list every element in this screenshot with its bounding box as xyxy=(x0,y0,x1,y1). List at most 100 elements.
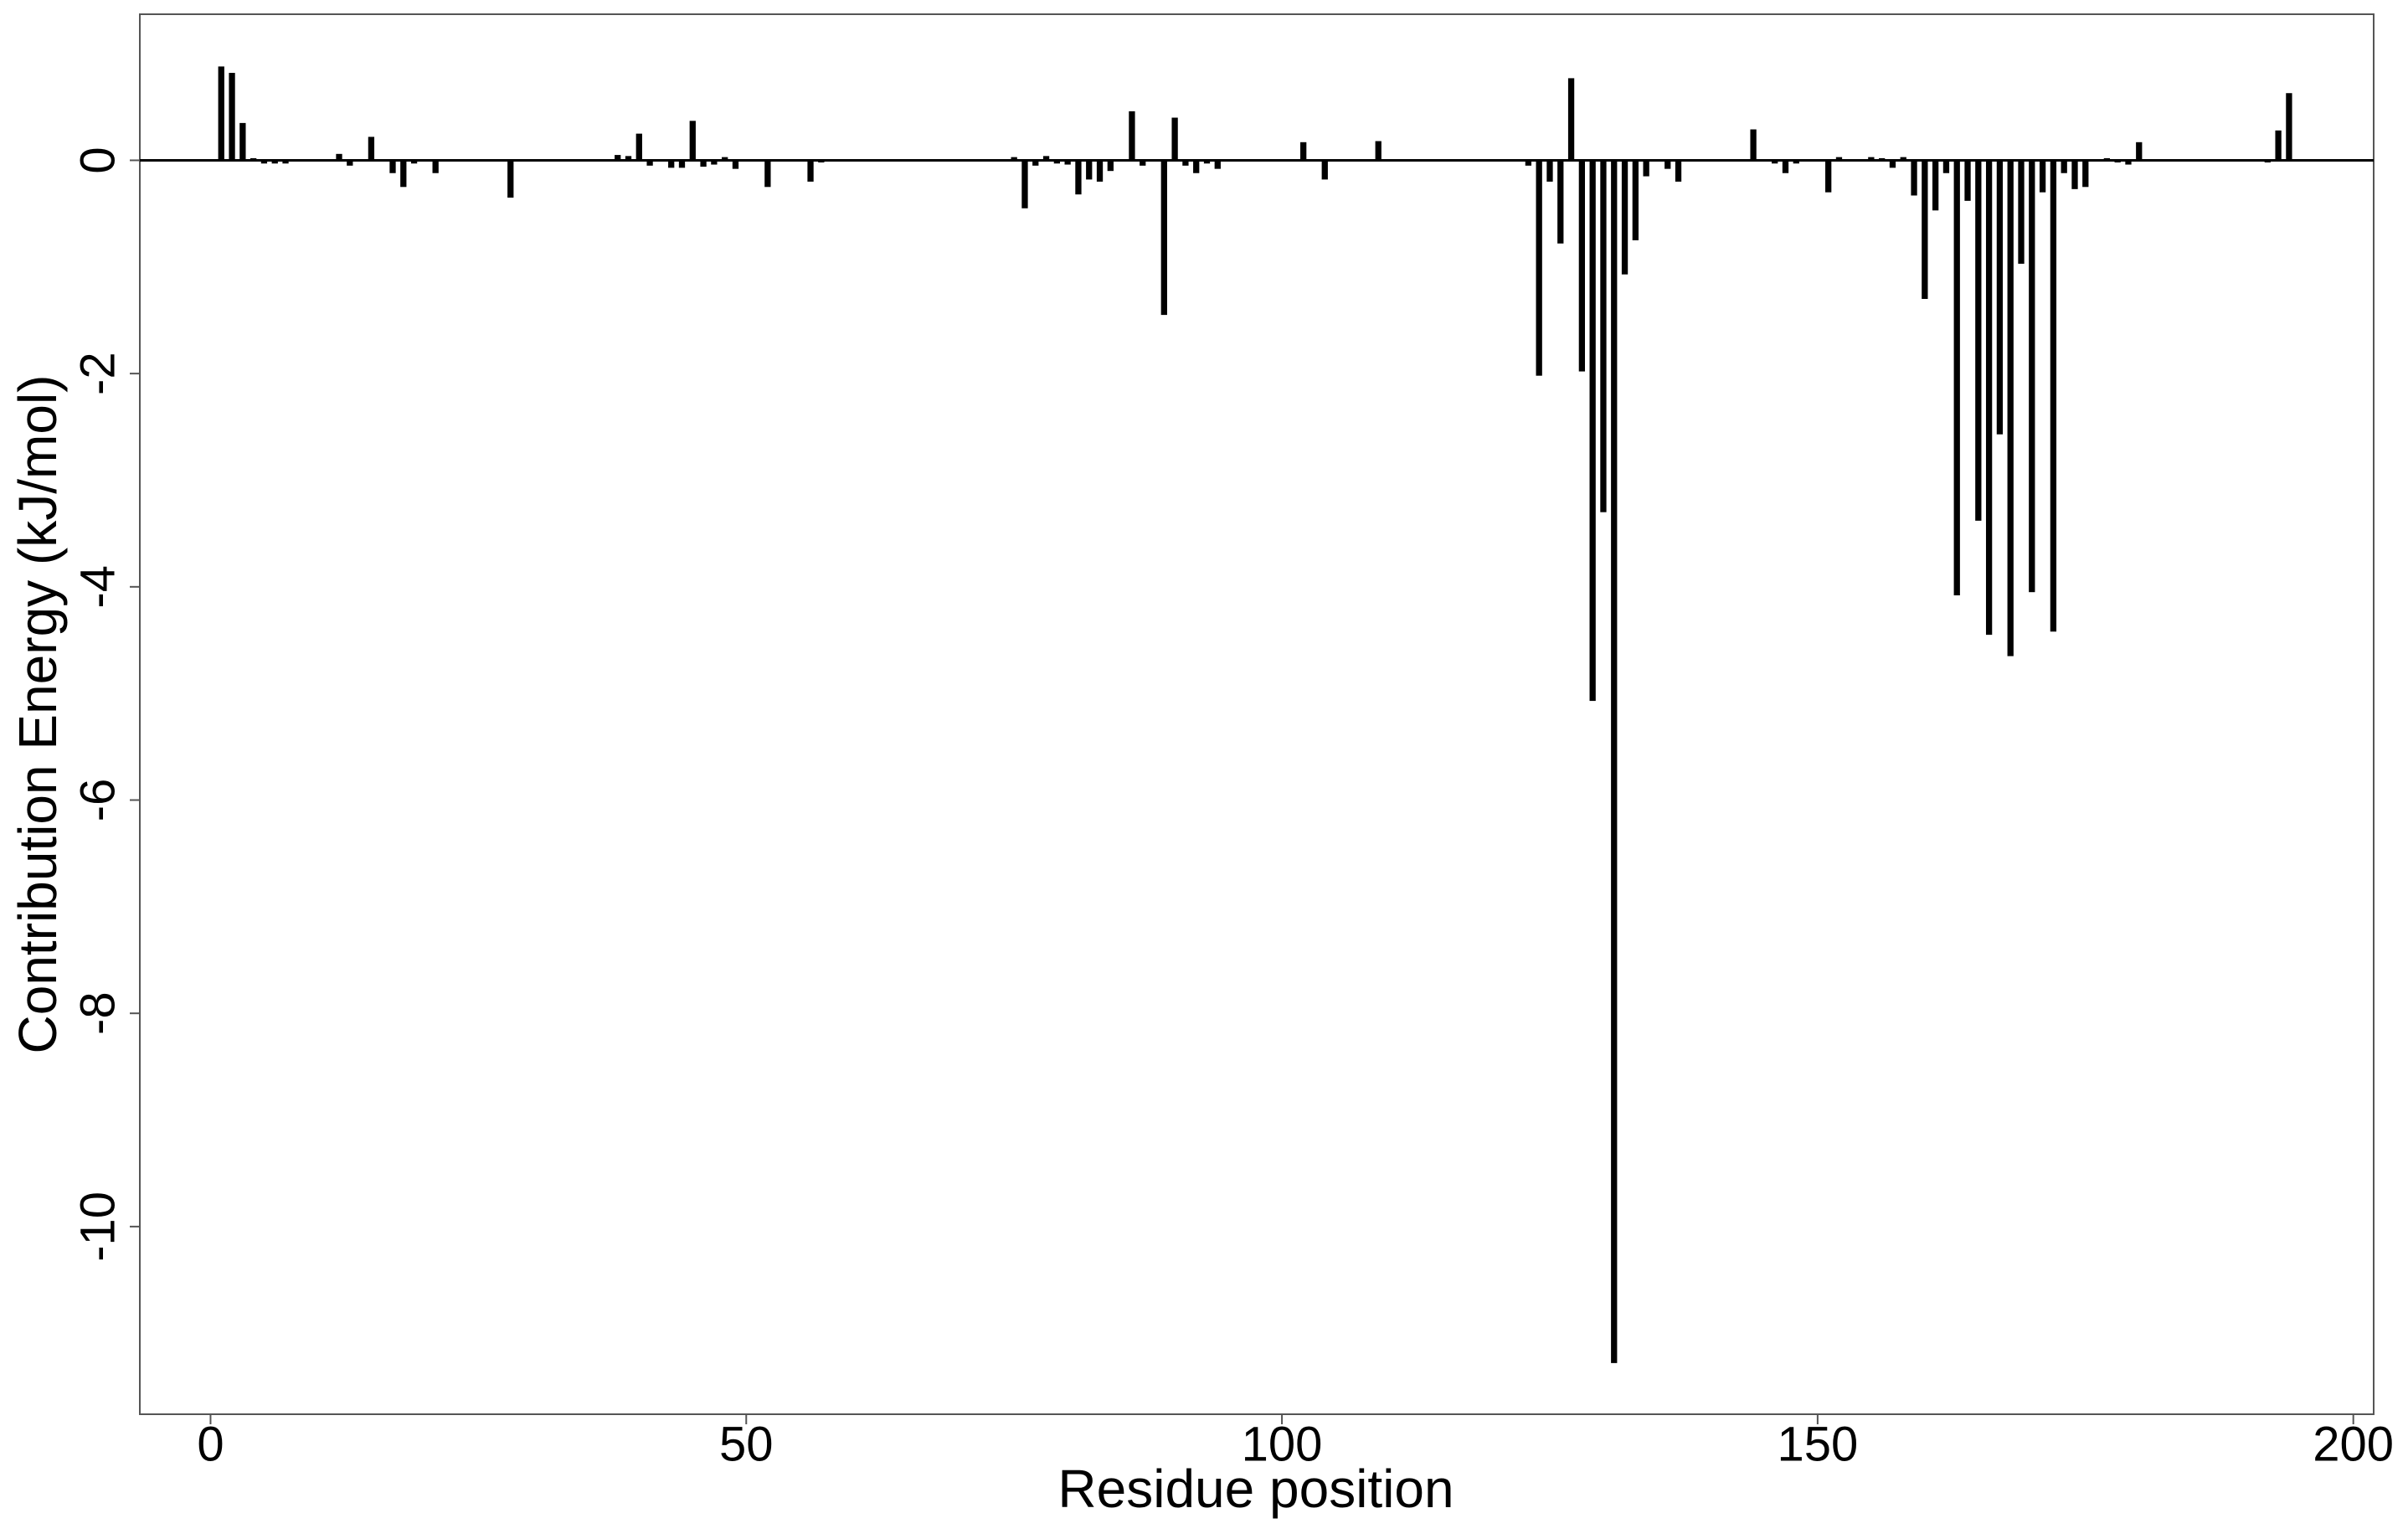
bar xyxy=(1086,160,1093,180)
bar xyxy=(722,157,728,161)
bar xyxy=(1032,160,1039,166)
bar xyxy=(1900,157,1906,161)
x-tick-label: 200 xyxy=(2313,1417,2394,1471)
x-tick-label: 100 xyxy=(1242,1417,1323,1471)
bar xyxy=(1171,117,1178,161)
bar xyxy=(1975,160,1982,521)
bar xyxy=(1300,142,1307,161)
y-tick-label: -10 xyxy=(70,1192,125,1262)
bar xyxy=(1129,111,1135,161)
bar xyxy=(1567,78,1575,161)
bar xyxy=(1053,160,1060,164)
bar xyxy=(1922,160,1928,300)
bar xyxy=(1042,156,1050,161)
bar xyxy=(678,160,686,168)
bar xyxy=(2061,160,2067,173)
bar xyxy=(1632,160,1639,240)
x-axis-title: Residue position xyxy=(1057,1459,1454,1519)
bar xyxy=(1643,160,1649,177)
bar xyxy=(1160,160,1167,316)
bar xyxy=(1772,160,1778,164)
bar xyxy=(400,160,407,188)
y-axis-title: Contribution Energy (kJ/mol) xyxy=(8,375,68,1054)
y-tick-label: -8 xyxy=(70,991,125,1035)
x-tick-label: 0 xyxy=(197,1417,224,1471)
bar xyxy=(1075,160,1082,195)
bar xyxy=(336,153,342,161)
bar xyxy=(1868,157,1875,161)
bar xyxy=(1578,160,1586,372)
bar xyxy=(1096,160,1104,182)
bar xyxy=(1782,160,1789,173)
bar xyxy=(507,160,514,198)
bar xyxy=(807,160,814,182)
x-tick-label: 50 xyxy=(719,1417,774,1471)
bar xyxy=(1835,157,1843,161)
bar xyxy=(410,160,418,164)
bar xyxy=(2136,142,2143,161)
bar xyxy=(615,155,621,161)
bar xyxy=(1589,160,1596,702)
bar xyxy=(711,160,718,165)
bar xyxy=(1021,160,1028,208)
bar xyxy=(1996,160,2004,435)
bar xyxy=(668,160,675,168)
bar xyxy=(1557,160,1564,244)
bar xyxy=(732,160,739,169)
bar xyxy=(1064,160,1071,165)
bar xyxy=(1600,160,1607,512)
bar xyxy=(347,160,353,166)
bar xyxy=(646,160,653,166)
bar xyxy=(1953,160,1960,596)
bar xyxy=(389,160,396,173)
plot-frame xyxy=(139,13,2375,1415)
y-tick-label: -4 xyxy=(70,565,125,609)
bar xyxy=(1611,160,1618,1363)
bar xyxy=(1321,160,1328,180)
bar xyxy=(432,160,439,173)
bar xyxy=(2039,160,2046,193)
y-tick-label: 0 xyxy=(70,147,125,173)
bar xyxy=(700,160,707,167)
bar xyxy=(260,160,268,164)
bar xyxy=(1665,160,1671,169)
bar xyxy=(625,156,632,161)
bar xyxy=(764,160,771,188)
bar xyxy=(635,133,642,161)
bar xyxy=(2018,160,2025,264)
bar xyxy=(1536,160,1542,376)
bar xyxy=(1214,160,1221,169)
bar xyxy=(689,121,696,161)
bar xyxy=(1546,160,1553,182)
bar xyxy=(282,160,289,164)
bar xyxy=(1889,160,1896,168)
bar xyxy=(2007,160,2014,656)
bar xyxy=(229,73,235,161)
bar xyxy=(271,160,278,164)
bar xyxy=(1525,160,1532,166)
x-tick-label: 150 xyxy=(1777,1417,1858,1471)
bar xyxy=(1985,160,1993,636)
bar xyxy=(1793,160,1799,164)
bar xyxy=(2071,160,2078,189)
bar xyxy=(2125,160,2132,165)
bar xyxy=(2286,93,2292,161)
bar xyxy=(1621,160,1628,275)
y-tick-label: -6 xyxy=(70,779,125,822)
bar xyxy=(1203,160,1211,164)
bar xyxy=(1942,160,1950,173)
bar xyxy=(2082,160,2089,188)
bar xyxy=(1675,160,1682,182)
bar xyxy=(1964,160,1971,201)
y-tick-label: -2 xyxy=(70,352,125,395)
bar xyxy=(2050,160,2057,632)
bar xyxy=(1193,160,1200,173)
bar xyxy=(368,136,375,161)
bar xyxy=(2029,160,2035,593)
bar xyxy=(1911,160,1917,196)
bar xyxy=(1932,160,1939,211)
bar xyxy=(1140,160,1146,166)
bar xyxy=(1750,129,1757,161)
bar xyxy=(1825,160,1832,193)
